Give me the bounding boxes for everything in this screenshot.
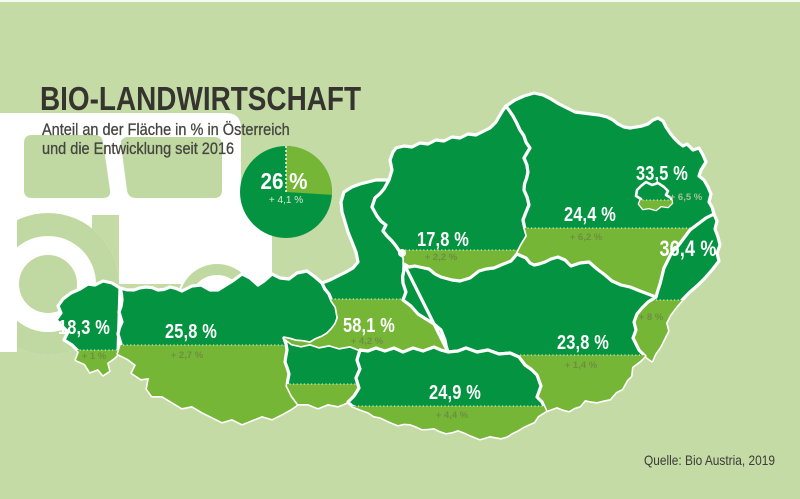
svg-text:23,8 %: 23,8 % [557,332,609,354]
svg-text:26 %: 26 % [261,168,308,194]
svg-text:+ 4,2 %: + 4,2 % [351,336,384,347]
svg-text:25,8 %: 25,8 % [165,321,217,343]
svg-text:17,8 %: 17,8 % [417,229,469,251]
svg-text:58,1 %: 58,1 % [343,315,395,337]
svg-text:+ 1,4 %: + 1,4 % [565,360,598,371]
svg-text:+ 6,5 %: + 6,5 % [670,192,703,203]
svg-text:+ 2,2 %: + 2,2 % [425,252,458,263]
svg-text:+ 1 %: + 1 % [82,351,107,362]
svg-text:18,3 %: 18,3 % [58,317,110,339]
svg-text:36,4 %: 36,4 % [660,236,717,261]
svg-text:+ 8 %: + 8 % [639,312,664,323]
svg-text:24,4 %: 24,4 % [564,204,616,226]
svg-text:+ 4,1 %: + 4,1 % [269,195,303,206]
svg-text:33,5 %: 33,5 % [636,163,688,185]
svg-text:24,9 %: 24,9 % [429,382,481,404]
svg-text:+ 6,2 %: + 6,2 % [570,232,603,243]
svg-text:+ 2,7 %: + 2,7 % [171,350,204,361]
svg-text:+ 4,4 %: + 4,4 % [436,410,469,421]
